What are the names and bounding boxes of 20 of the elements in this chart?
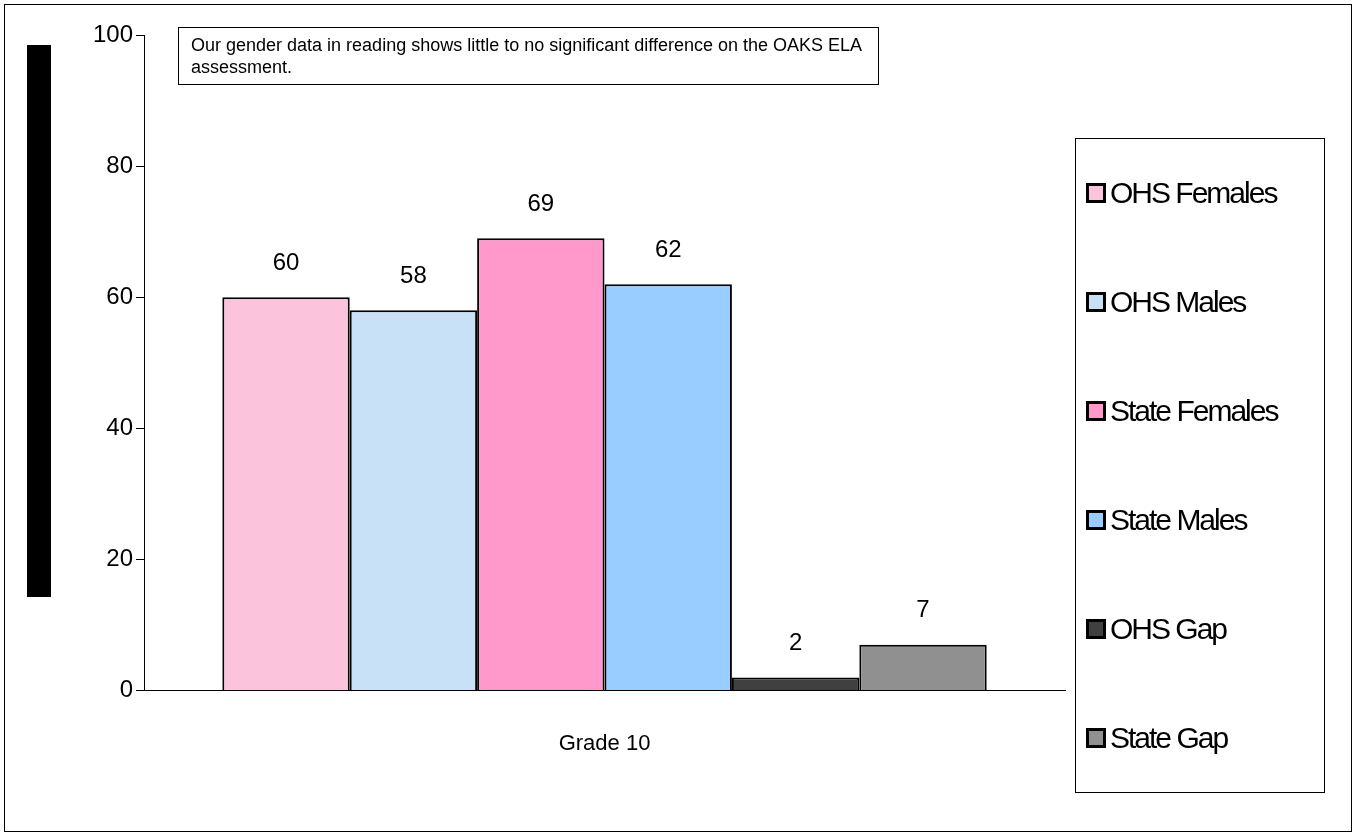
legend-label: OHS Gap bbox=[1110, 611, 1227, 646]
data-label: 60 bbox=[272, 247, 300, 275]
legend-label: OHS Males bbox=[1110, 285, 1246, 320]
y-tick-label: 0 bbox=[119, 675, 134, 703]
x-tick-label: Grade 10 bbox=[558, 729, 651, 755]
data-label: 7 bbox=[916, 595, 930, 623]
data-label: 69 bbox=[527, 188, 555, 216]
data-label: 58 bbox=[400, 260, 427, 288]
y-tick-label: 80 bbox=[106, 150, 134, 178]
y-tick-label: 100 bbox=[93, 19, 134, 47]
y-tick-label: 40 bbox=[106, 412, 134, 440]
y-tick-label: 20 bbox=[106, 544, 134, 572]
legend-label: State Males bbox=[1110, 502, 1247, 537]
legend-label: OHS Females bbox=[1110, 176, 1277, 211]
legend-label: State Gap bbox=[1110, 720, 1228, 755]
y-tick-label: 60 bbox=[106, 281, 134, 309]
legend-label: State Females bbox=[1110, 394, 1278, 429]
data-label: 2 bbox=[788, 628, 803, 656]
annotation: Our gender data in reading shows little to no significant difference on the OAKS ELA assessment. bbox=[178, 27, 879, 85]
data-label: 62 bbox=[654, 234, 682, 262]
